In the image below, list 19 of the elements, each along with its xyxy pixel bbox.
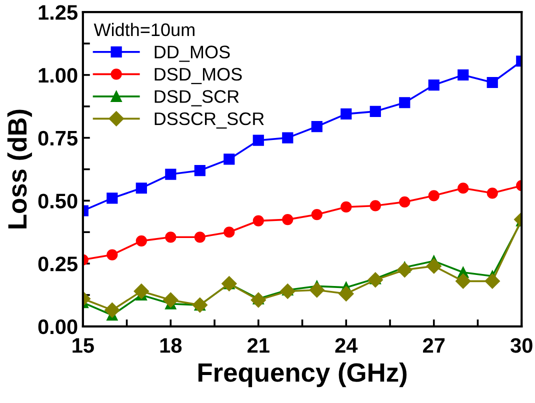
y-axis-title: Loss (dB) — [7, 110, 32, 228]
legend-label: DSSCR_SCR — [154, 112, 264, 129]
y-tick-label: 1.00 — [38, 68, 78, 83]
x-axis-title: Frequency (GHz) — [198, 362, 407, 388]
legend-title: Width=10um — [94, 22, 194, 36]
legend-label: DSD_SCR — [154, 90, 239, 106]
y-tick-label: 0.50 — [38, 194, 78, 208]
x-tick-label: 24 — [335, 338, 358, 353]
x-tick-label: 21 — [248, 338, 270, 353]
x-tick-label: 30 — [510, 338, 532, 353]
legend-label: DSD_MOS — [154, 68, 242, 84]
y-tick-label: 0.75 — [38, 130, 78, 146]
x-tick-label: 18 — [160, 338, 182, 353]
y-tick-label: 1.25 — [38, 5, 78, 20]
y-tick-label: 0.00 — [38, 319, 78, 334]
y-tick-label: 0.25 — [38, 256, 78, 272]
x-tick-label: 27 — [423, 338, 445, 353]
legend-label: DD_MOS — [154, 46, 230, 62]
x-tick-label: 15 — [72, 338, 94, 353]
